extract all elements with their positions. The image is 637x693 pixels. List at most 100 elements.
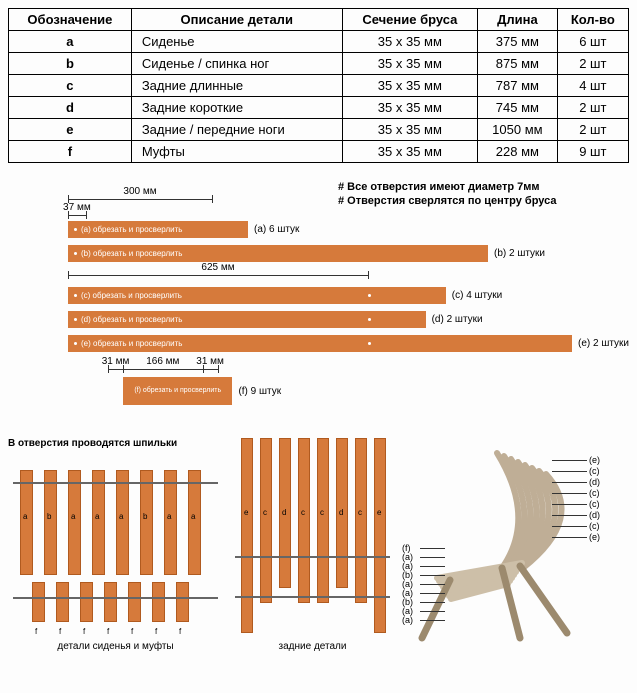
bar-count-label: (c) 4 штуки bbox=[452, 290, 502, 301]
chair-view: (e)(c)(d)(c)(c)(d)(c)(e)(f)(a)(a)(b)(a)(… bbox=[402, 438, 612, 648]
table-row: a Сиденье 35 x 35 мм 375 мм 6 шт bbox=[9, 31, 629, 53]
slat-label: a bbox=[167, 512, 171, 521]
chair-icon bbox=[402, 438, 612, 648]
cell-qty: 4 шт bbox=[557, 75, 628, 97]
leader-line bbox=[552, 526, 587, 527]
slat bbox=[116, 470, 129, 575]
cell-code: a bbox=[9, 31, 132, 53]
slat-label: f bbox=[131, 627, 133, 636]
leader-line bbox=[552, 471, 587, 472]
leader-line bbox=[420, 620, 445, 621]
chair-part-label: (d) bbox=[589, 510, 600, 520]
rear-slat bbox=[374, 438, 386, 633]
cell-len: 228 мм bbox=[478, 141, 558, 163]
slat-label: b bbox=[143, 512, 147, 521]
slat-label: a bbox=[23, 512, 27, 521]
table-row: d Задние короткие 35 x 35 мм 745 мм 2 шт bbox=[9, 97, 629, 119]
slat bbox=[164, 470, 177, 575]
cell-len: 1050 мм bbox=[478, 119, 558, 141]
chair-part-label: (a) bbox=[402, 615, 413, 625]
cell-code: b bbox=[9, 53, 132, 75]
slat bbox=[44, 470, 57, 575]
dimension-label: 300 мм bbox=[123, 186, 156, 197]
dimension-label: 31 мм bbox=[196, 356, 224, 367]
table-row: c Задние длинные 35 x 35 мм 787 мм 4 шт bbox=[9, 75, 629, 97]
bar-count-label: (a) 6 штук bbox=[254, 224, 299, 235]
slat bbox=[188, 470, 201, 575]
note-diameter: # Все отверстия имеют диаметр 7мм bbox=[338, 181, 540, 193]
cell-desc: Задние длинные bbox=[131, 75, 342, 97]
cell-len: 745 мм bbox=[478, 97, 558, 119]
dimension-label: 625 мм bbox=[201, 262, 234, 273]
leader-line bbox=[420, 584, 445, 585]
rear-slat bbox=[317, 438, 329, 603]
cut-bar: (b) обрезать и просверлить bbox=[68, 245, 488, 262]
slat-label: f bbox=[179, 627, 181, 636]
cut-bar: (c) обрезать и просверлить bbox=[68, 287, 446, 304]
slat-label: c bbox=[301, 508, 305, 517]
leader-line bbox=[552, 537, 587, 538]
slat-label: f bbox=[59, 627, 61, 636]
slat-label: a bbox=[71, 512, 75, 521]
rear-assembly: ecdccdce задние детали bbox=[235, 438, 390, 652]
pins-note: В отверстия проводятся шпильки bbox=[8, 438, 177, 449]
leader-line bbox=[420, 602, 445, 603]
cell-qty: 2 шт bbox=[557, 53, 628, 75]
slat-label: c bbox=[358, 508, 362, 517]
cell-section: 35 x 35 мм bbox=[342, 31, 478, 53]
cell-code: e bbox=[9, 119, 132, 141]
chair-part-label: (e) bbox=[589, 532, 600, 542]
col-header: Длина bbox=[478, 9, 558, 31]
pin-line bbox=[235, 596, 390, 598]
cell-len: 875 мм bbox=[478, 53, 558, 75]
pin-line bbox=[13, 597, 218, 599]
cell-desc: Задние / передние ноги bbox=[131, 119, 342, 141]
coupler-slat bbox=[152, 582, 165, 622]
pin-line bbox=[235, 556, 390, 558]
cell-desc: Сиденье / спинка ног bbox=[131, 53, 342, 75]
cell-code: f bbox=[9, 141, 132, 163]
col-header: Обозначение bbox=[9, 9, 132, 31]
slat-label: f bbox=[107, 627, 109, 636]
cell-section: 35 x 35 мм bbox=[342, 97, 478, 119]
leader-line bbox=[552, 515, 587, 516]
parts-table: ОбозначениеОписание деталиСечение брусаД… bbox=[8, 8, 629, 163]
slat bbox=[20, 470, 33, 575]
seat-assembly: В отверстия проводятся шпильки a f b f a f a f a… bbox=[8, 438, 223, 652]
leader-line bbox=[420, 566, 445, 567]
leader-line bbox=[552, 493, 587, 494]
slat-label: d bbox=[339, 508, 343, 517]
cell-section: 35 x 35 мм bbox=[342, 75, 478, 97]
cut-bar-f: (f) обрезать и просверлить bbox=[123, 377, 232, 405]
dimension-label: 31 мм bbox=[102, 356, 130, 367]
dimension-label: 37 мм bbox=[63, 202, 91, 213]
cell-desc: Задние короткие bbox=[131, 97, 342, 119]
cell-qty: 2 шт bbox=[557, 119, 628, 141]
slat-label: e bbox=[244, 508, 248, 517]
table-row: b Сиденье / спинка ног 35 x 35 мм 875 мм… bbox=[9, 53, 629, 75]
assembly-diagrams: В отверстия проводятся шпильки a f b f a f a f a… bbox=[8, 438, 629, 652]
bar-count-label: (f) 9 штук bbox=[238, 386, 281, 397]
cell-desc: Муфты bbox=[131, 141, 342, 163]
coupler-slat bbox=[128, 582, 141, 622]
coupler-slat bbox=[80, 582, 93, 622]
leader-line bbox=[420, 575, 445, 576]
cell-qty: 9 шт bbox=[557, 141, 628, 163]
slat-label: c bbox=[263, 508, 267, 517]
leader-line bbox=[420, 611, 445, 612]
chair-part-label: (c) bbox=[589, 521, 600, 531]
slat-label: a bbox=[119, 512, 123, 521]
slat-label: f bbox=[155, 627, 157, 636]
cell-code: d bbox=[9, 97, 132, 119]
cell-qty: 2 шт bbox=[557, 97, 628, 119]
rear-slat bbox=[298, 438, 310, 603]
dimension-label: 166 мм bbox=[146, 356, 179, 367]
slat bbox=[68, 470, 81, 575]
col-header: Сечение бруса bbox=[342, 9, 478, 31]
table-row: e Задние / передние ноги 35 x 35 мм 1050… bbox=[9, 119, 629, 141]
bar-count-label: (e) 2 штуки bbox=[578, 338, 629, 349]
rear-slat bbox=[241, 438, 253, 633]
cut-bar: (a) обрезать и просверлить bbox=[68, 221, 248, 238]
leader-line bbox=[420, 557, 445, 558]
leader-line bbox=[552, 460, 587, 461]
